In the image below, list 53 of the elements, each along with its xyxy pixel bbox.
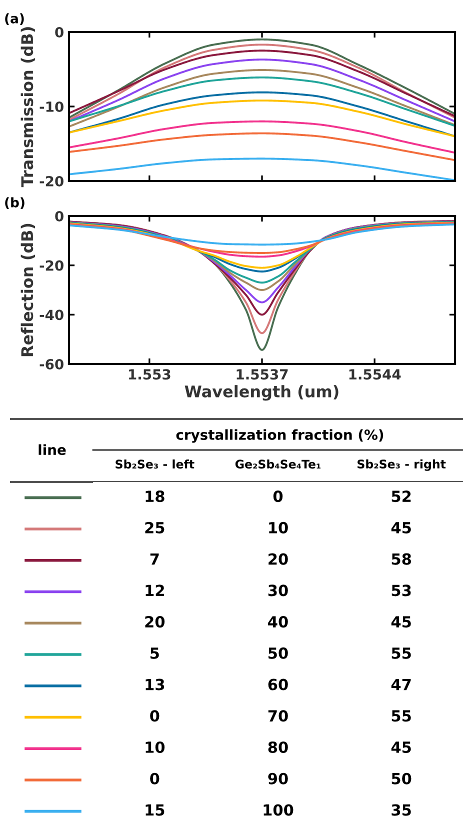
- data-label: 47: [391, 678, 411, 690]
- data-label: 55: [392, 710, 411, 722]
- data-label: 53: [392, 584, 411, 596]
- data-label: 45: [391, 742, 411, 754]
- y-tick-label: -20: [40, 176, 64, 186]
- x-tick-label: Sb₂Se₃ - right: [358, 459, 446, 471]
- data-label: 18: [146, 490, 164, 502]
- y-axis-title: Transmission (dB): [20, 27, 36, 188]
- y-tick-label: -10: [40, 101, 64, 112]
- y-tick-label: -60: [40, 358, 64, 370]
- chart-title: (a): [5, 13, 24, 25]
- y-axis-title: Reflection (dB): [20, 224, 36, 356]
- data-label: 50: [392, 772, 412, 784]
- x-tick-label: Sb₂Se₃ - left: [116, 459, 194, 469]
- y-tick-label: 0: [55, 26, 64, 38]
- y-tick-label: -40: [40, 310, 64, 320]
- data-label: 40: [268, 616, 288, 628]
- x-axis-title: Wavelength (um): [184, 385, 338, 401]
- x-tick-label: 1.5544: [349, 369, 401, 380]
- data-label: 20: [268, 553, 288, 565]
- data-label: 10: [146, 741, 165, 754]
- data-label: 12: [146, 584, 164, 596]
- chart-title: crystallization fraction (%): [176, 429, 384, 443]
- y-tick-label: 0: [55, 210, 64, 222]
- data-label: 45: [391, 616, 411, 628]
- data-label: 20: [145, 616, 165, 628]
- y-tick-label: -20: [40, 260, 64, 271]
- data-label: 50: [268, 647, 288, 659]
- data-label: 0: [150, 772, 160, 784]
- data-label: 45: [391, 522, 411, 534]
- data-label: 7: [150, 553, 159, 565]
- data-label: 80: [268, 741, 288, 754]
- x-tick-label: 1.5537: [236, 369, 288, 380]
- data-label: 10: [269, 522, 288, 534]
- data-label: 60: [268, 678, 288, 690]
- data-label: 5: [150, 648, 159, 659]
- data-label: 100: [264, 804, 294, 816]
- data-label: 58: [392, 553, 412, 565]
- data-label: 70: [268, 710, 288, 722]
- data-label: 0: [150, 710, 160, 722]
- x-tick-label: Ge₂Sb₄Se₄Te₁: [235, 459, 321, 469]
- data-label: 0: [273, 490, 283, 502]
- data-label: 55: [392, 648, 411, 659]
- data-label: 25: [145, 522, 164, 534]
- data-label: 90: [268, 772, 288, 784]
- data-label: 52: [392, 490, 411, 502]
- y-axis-title: line: [38, 444, 66, 456]
- data-label: 15: [146, 804, 164, 816]
- data-label: 13: [146, 678, 164, 690]
- data-label: 30: [268, 584, 288, 596]
- data-label: 35: [392, 804, 411, 816]
- x-tick-label: 1.553: [129, 369, 170, 380]
- chart-title: (b): [5, 197, 24, 209]
